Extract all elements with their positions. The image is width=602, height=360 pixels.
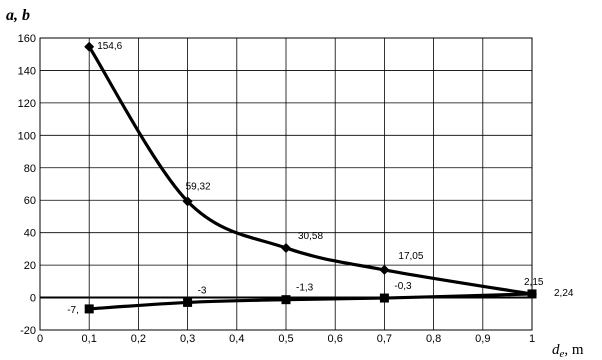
x-tick-label: 0 (37, 333, 43, 345)
y-tick-label: 140 (18, 65, 36, 77)
y-axis-label: a, b (6, 7, 30, 24)
x-axis-label-var: d (552, 342, 560, 358)
data-point-square (281, 295, 291, 305)
y-tick-label: 20 (24, 260, 36, 272)
data-label: 17,05 (398, 251, 423, 262)
y-tick-label: -20 (20, 325, 36, 337)
data-label: 2,15 (524, 277, 544, 288)
x-tick-label: 0,2 (131, 333, 146, 345)
x-tick-label: 0,9 (475, 333, 490, 345)
plot-frame (39, 37, 533, 331)
data-label: 30,58 (298, 231, 323, 242)
x-tick-label: 0,8 (426, 333, 441, 345)
y-tick-label: 100 (18, 130, 36, 142)
x-tick-label: 0,6 (328, 333, 343, 345)
x-axis-label-sub: e (560, 348, 565, 360)
x-tick-label: 1 (529, 333, 535, 345)
x-tick-label: 0,3 (180, 333, 195, 345)
data-label: 154,6 (97, 41, 122, 52)
x-axis-label: de, m (552, 342, 584, 360)
data-point-diamond (379, 264, 390, 275)
y-tick-label: 80 (24, 163, 36, 175)
x-tick-label: 0,7 (377, 333, 392, 345)
data-label: -1,3 (296, 283, 314, 294)
series-layer (84, 41, 537, 314)
y-tick-label: 60 (24, 195, 36, 207)
y-tick-label: 160 (18, 33, 36, 45)
data-label: -7, (67, 305, 79, 316)
data-point-square (527, 289, 537, 299)
y-axis-ticks: -20 0 20 40 60 80 100 120 140 160 (18, 33, 36, 337)
y-tick-label: 40 (24, 228, 36, 240)
x-axis-label-unit: , m (564, 342, 584, 358)
grid (39, 37, 533, 331)
data-point-square (84, 304, 94, 314)
x-axis-ticks: 0 0,1 0,2 0,3 0,4 0,5 0,6 0,7 0,8 0,9 1 (37, 333, 535, 345)
series-line-1 (87, 45, 534, 296)
data-point-diamond (84, 41, 95, 52)
data-label: 59,32 (186, 181, 211, 192)
x-tick-label: 0,5 (278, 333, 293, 345)
series-line-2 (87, 292, 534, 311)
data-point-diamond (182, 196, 193, 207)
data-label: -3 (198, 285, 207, 296)
x-tick-label: 0,1 (82, 333, 97, 345)
y-tick-label: 0 (30, 293, 36, 305)
data-label: -0,3 (394, 281, 412, 292)
x-tick-label: 0,4 (229, 333, 244, 345)
data-label: 2,24 (554, 288, 574, 299)
data-point-square (183, 297, 193, 307)
data-labels: 154,6 59,32 30,58 17,05 2,15 -7, -3 -1,3 -0,3 2,2… (67, 41, 574, 316)
data-point-diamond (281, 242, 291, 253)
y-tick-label: 120 (18, 98, 36, 110)
data-point-square (379, 293, 389, 303)
